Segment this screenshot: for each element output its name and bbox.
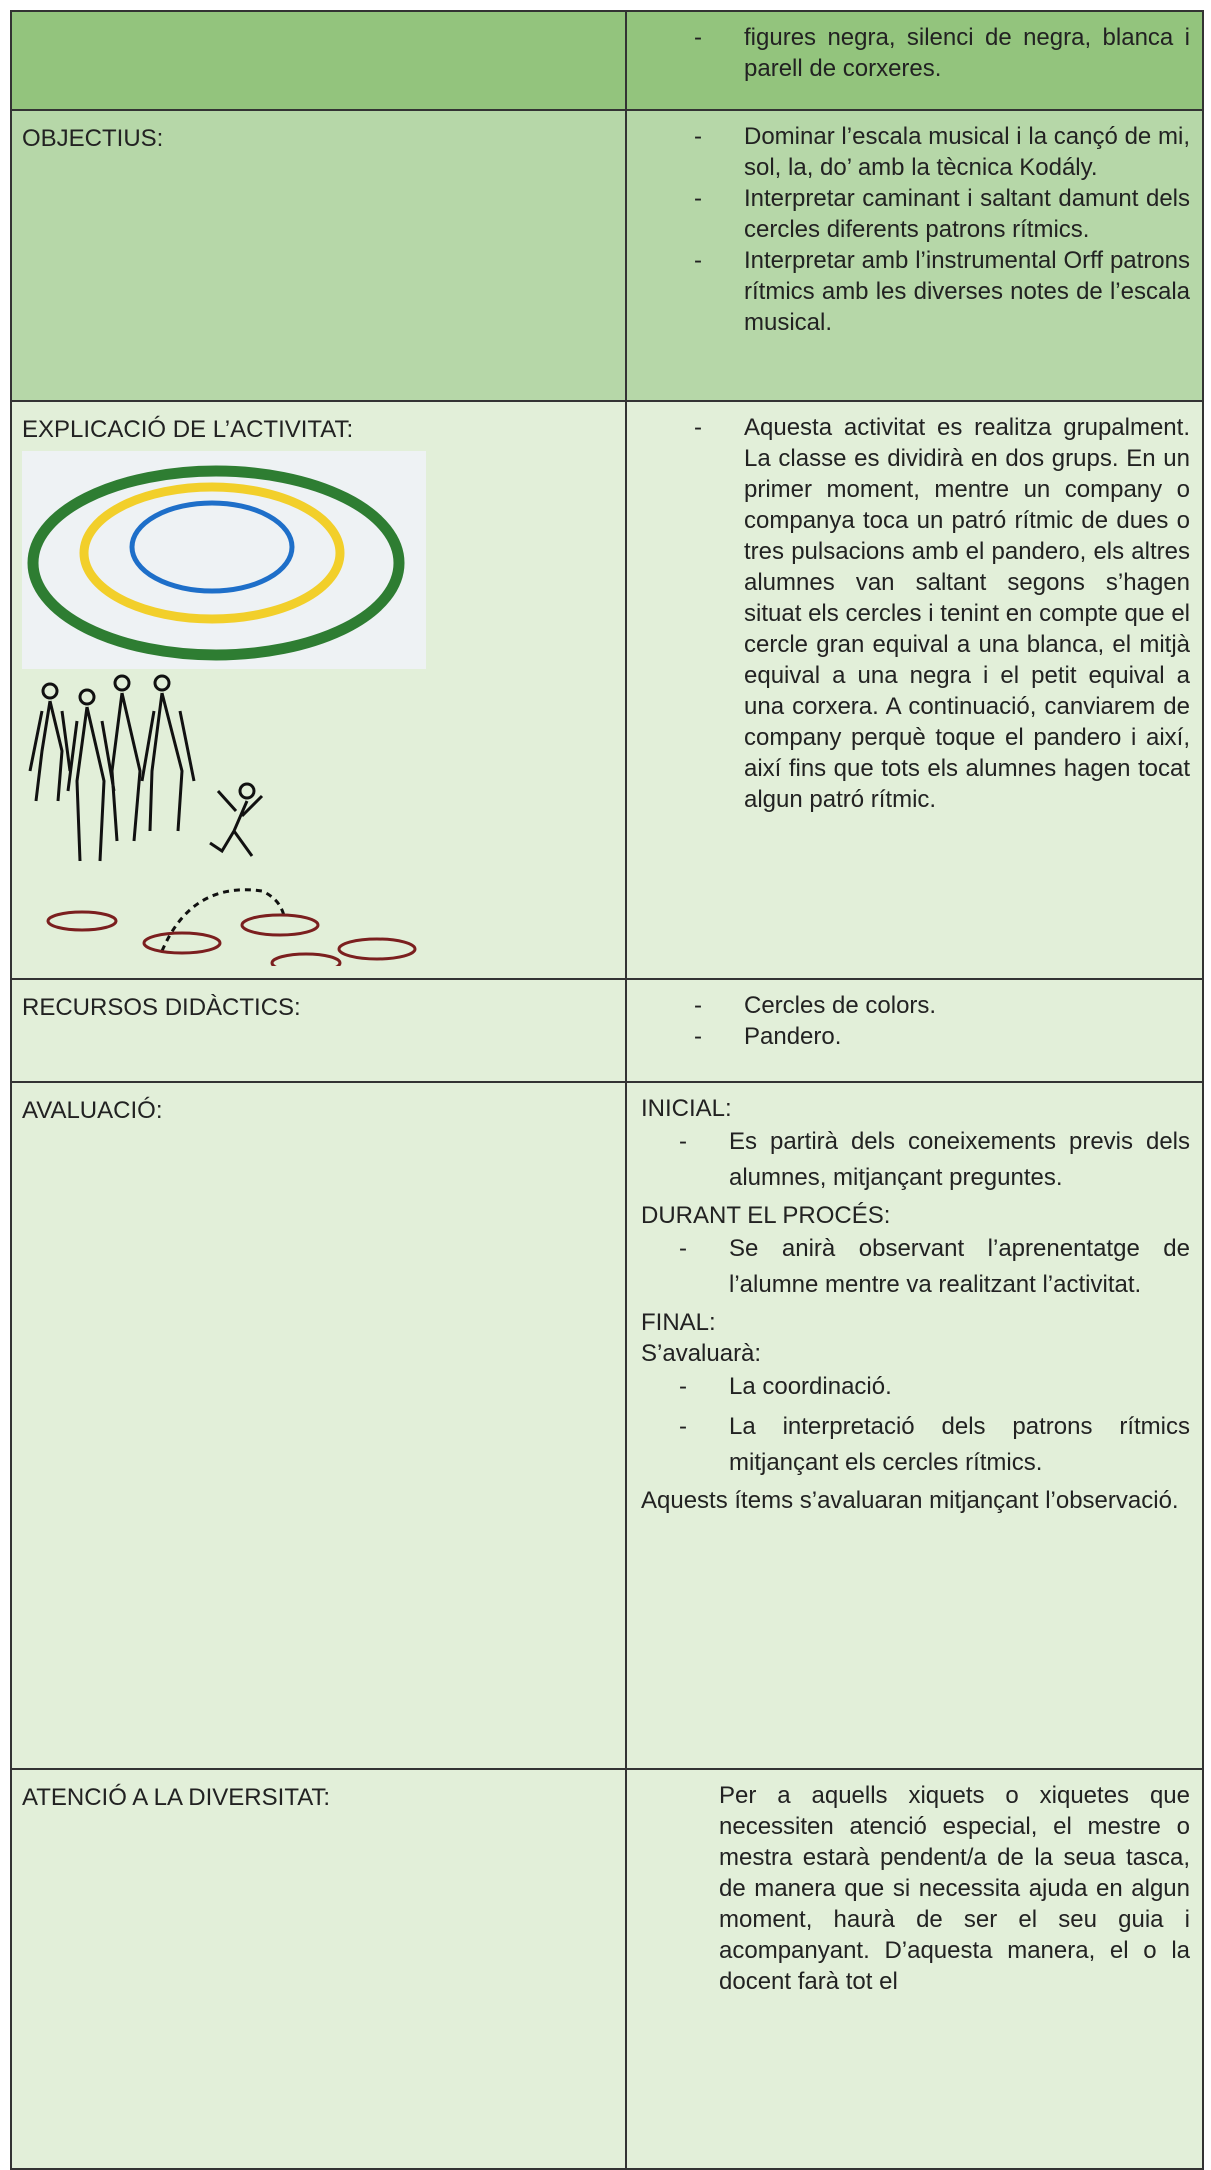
page: - figures negra, silenci de negra, blanca… <box>10 10 1204 2170</box>
list-item: - Se anirà observant l’aprenentatge de l’… <box>639 1231 1190 1303</box>
row-label: OBJECTIUS: <box>22 125 164 152</box>
content-cell: - figures negra, silenci de negra, blanca… <box>625 10 1204 111</box>
bullet-marker: - <box>679 1128 687 1155</box>
lesson-table: - figures negra, silenci de negra, blanca… <box>10 10 1204 2170</box>
item-text: La interpretació dels patrons rítmics mi… <box>729 1413 1190 1476</box>
label-cell <box>10 10 627 111</box>
item-text: Pandero. <box>744 1023 842 1050</box>
bullet-marker: - <box>694 185 702 212</box>
content-cell: Per a aquells xiquets o xiquetes que nec… <box>625 1768 1204 2170</box>
list-item: - Es partirà dels coneixements previs del… <box>639 1124 1190 1196</box>
closing-text: Aquests ítems s’avaluaran mitjançant l’o… <box>641 1487 1179 1514</box>
item-text: Dominar l’escala musical i la cançó de m… <box>744 123 1190 181</box>
section-heading: INICIAL: <box>641 1095 732 1122</box>
row-label: EXPLICACIÓ DE L’ACTIVITAT: <box>22 416 354 443</box>
content-cell: - Dominar l’escala musical i la cançó de … <box>625 109 1204 402</box>
list-item: - Pandero. <box>639 1021 1190 1052</box>
item-text: Interpretar caminant i saltant damunt de… <box>744 185 1190 243</box>
item-text: Cercles de colors. <box>744 992 937 1019</box>
bullet-marker: - <box>694 24 702 51</box>
item-text: Interpretar amb l’instrumental Orff patr… <box>744 247 1190 336</box>
item-text: Se anirà observant l’aprenentatge de l’a… <box>729 1235 1190 1298</box>
item-text: figures negra, silenci de negra, blanca … <box>744 24 1190 82</box>
content-cell: - Aquesta activitat es realitza grupalmen… <box>625 400 1204 980</box>
item-text: La coordinació. <box>729 1373 892 1400</box>
bullet-marker: - <box>679 1373 687 1400</box>
list-item: - Interpretar amb l’instrumental Orff pat… <box>639 245 1190 338</box>
item-text: Es partirà dels coneixements previs dels… <box>729 1128 1190 1191</box>
table-row: RECURSOS DIDÀCTICS: - Cercles de colors. - P… <box>10 978 1204 1083</box>
row-label: ATENCIÓ A LA DIVERSITAT: <box>22 1784 331 1811</box>
table-row: AVALUACIÓ: INICIAL: - Es partirà dels conei… <box>10 1081 1204 1770</box>
activity-illustration <box>22 451 426 966</box>
label-cell: EXPLICACIÓ DE L’ACTIVITAT: <box>10 400 627 980</box>
section-intro: S’avaluarà: <box>641 1340 762 1367</box>
bullet-marker: - <box>694 247 702 274</box>
bullet-marker: - <box>679 1235 687 1262</box>
content-cell: INICIAL: - Es partirà dels coneixements pr… <box>625 1081 1204 1770</box>
bullet-marker: - <box>679 1413 687 1440</box>
table-row: EXPLICACIÓ DE L’ACTIVITAT: - Aquesta acti… <box>10 400 1204 980</box>
list-item: - La coordinació. <box>639 1369 1190 1405</box>
list-item: - Cercles de colors. <box>639 990 1190 1021</box>
label-cell: ATENCIÓ A LA DIVERSITAT: <box>10 1768 627 2170</box>
list-item: - Dominar l’escala musical i la cançó de … <box>639 121 1190 183</box>
bullet-marker: - <box>694 1023 702 1050</box>
row-label: RECURSOS DIDÀCTICS: <box>22 994 301 1021</box>
row-label: AVALUACIÓ: <box>22 1097 163 1124</box>
list-item: - La interpretació dels patrons rítmics m… <box>639 1409 1190 1481</box>
content-cell: - Cercles de colors. - Pandero. <box>625 978 1204 1083</box>
label-cell: OBJECTIUS: <box>10 109 627 402</box>
bullet-marker: - <box>694 992 702 1019</box>
table-row: - figures negra, silenci de negra, blanca… <box>10 10 1204 111</box>
label-cell: RECURSOS DIDÀCTICS: <box>10 978 627 1083</box>
bullet-marker: - <box>694 414 702 441</box>
table-row: OBJECTIUS: - Dominar l’escala musical i la… <box>10 109 1204 402</box>
list-item: - Interpretar caminant i saltant damunt d… <box>639 183 1190 245</box>
list-item: - Aquesta activitat es realitza grupalmen… <box>639 412 1190 815</box>
label-cell: AVALUACIÓ: <box>10 1081 627 1770</box>
section-heading: FINAL: <box>641 1309 716 1336</box>
paragraph: Per a aquells xiquets o xiquetes que nec… <box>719 1782 1190 1995</box>
list-item: - figures negra, silenci de negra, blanca… <box>639 22 1190 84</box>
table-row: ATENCIÓ A LA DIVERSITAT: Per a aquells xi… <box>10 1768 1204 2170</box>
section-heading: DURANT EL PROCÉS: <box>641 1202 891 1229</box>
item-text: Aquesta activitat es realitza grupalment… <box>744 414 1190 813</box>
bullet-marker: - <box>694 123 702 150</box>
